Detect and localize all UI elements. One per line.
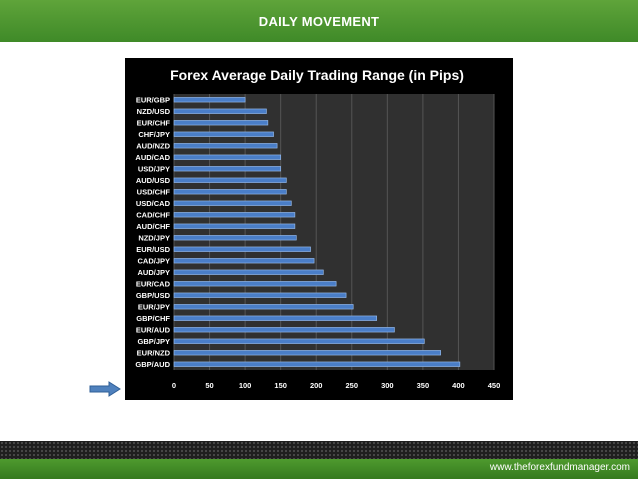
category-label: CAD/JPY [137, 256, 170, 265]
category-label: NZD/JPY [138, 233, 170, 242]
bar [173, 200, 292, 206]
arrow-icon [89, 381, 121, 397]
page-title: DAILY MOVEMENT [258, 13, 380, 29]
x-tick-label: 150 [274, 381, 287, 390]
bar [173, 143, 278, 149]
bar [173, 131, 274, 137]
x-tick-labels: 0 50 100 150 200 250 300 350 400 450 [172, 381, 500, 390]
category-label: GBP/JPY [137, 337, 170, 346]
category-label: EUR/AUD [136, 325, 171, 334]
category-label: EUR/USD [136, 245, 170, 254]
category-label: EUR/JPY [138, 302, 170, 311]
bar [173, 97, 246, 103]
bar [173, 350, 441, 356]
category-label: USD/CAD [136, 199, 171, 208]
category-label: EUR/CHF [137, 118, 171, 127]
category-label: EUR/CAD [136, 279, 171, 288]
category-label: AUD/CAD [135, 153, 170, 162]
plot-area [174, 94, 494, 370]
bar [173, 189, 287, 195]
x-tick-label: 350 [417, 381, 430, 390]
bar [173, 361, 461, 367]
bar [173, 212, 296, 218]
category-label: CAD/CHF [136, 210, 170, 219]
category-label: EUR/NZD [137, 348, 171, 357]
x-tick-label: 450 [488, 381, 501, 390]
category-label: EUR/GBP [136, 95, 170, 104]
category-label: USD/JPY [138, 164, 170, 173]
category-label: GBP/AUD [135, 360, 170, 369]
footer-pattern [0, 441, 638, 459]
x-tick-label: 0 [172, 381, 176, 390]
bar [173, 281, 337, 287]
bar [173, 108, 267, 114]
bar [173, 258, 315, 264]
category-label: AUD/USD [136, 176, 171, 185]
footer-url: www.theforexfundmanager.com [489, 462, 630, 473]
x-tick-label: 50 [205, 381, 213, 390]
chart-title: Forex Average Daily Trading Range (in Pi… [170, 67, 464, 83]
x-tick-label: 100 [239, 381, 252, 390]
x-tick-label: 300 [381, 381, 394, 390]
bar [173, 223, 296, 229]
bar [173, 154, 281, 160]
header-bar: DAILY MOVEMENT [0, 0, 638, 42]
category-label: CHF/JPY [138, 130, 170, 139]
category-label: GBP/CHF [136, 314, 170, 323]
category-label: AUD/JPY [137, 268, 170, 277]
bar [173, 177, 287, 183]
bar [173, 166, 281, 172]
bar [173, 338, 425, 344]
x-tick-label: 200 [310, 381, 323, 390]
category-label: AUD/CHF [136, 222, 170, 231]
category-label: NZD/USD [137, 107, 171, 116]
bar [173, 292, 347, 298]
bar [173, 327, 395, 333]
bar [173, 246, 311, 252]
bar [173, 315, 377, 321]
forex-range-chart: Forex Average Daily Trading Range (in Pi… [135, 67, 500, 390]
category-label: USD/CHF [137, 187, 171, 196]
category-labels: EUR/GBP NZD/USD EUR/CHF CHF/JPY AUD/NZD AUD/C… [135, 95, 170, 369]
category-label: AUD/NZD [136, 141, 170, 150]
x-tick-label: 400 [452, 381, 465, 390]
x-tick-label: 250 [346, 381, 359, 390]
bar [173, 304, 354, 310]
footer-bar: www.theforexfundmanager.com [0, 459, 638, 479]
bar [173, 235, 297, 241]
chart-panel: Forex Average Daily Trading Range (in Pi… [125, 58, 513, 400]
grid-lines [173, 94, 495, 370]
bar [173, 269, 324, 275]
bars [173, 97, 461, 367]
category-label: GBP/USD [136, 291, 171, 300]
bar [173, 120, 269, 126]
